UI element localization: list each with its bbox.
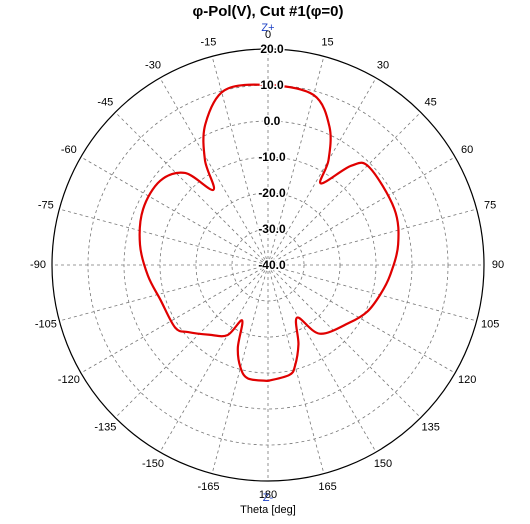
r-tick-label: -40.0	[258, 258, 286, 272]
grid-spoke	[80, 156, 269, 266]
angle-tick-label: 105	[481, 318, 499, 330]
angle-tick-label: -90	[30, 259, 46, 271]
bottom-label: Z-	[263, 492, 274, 504]
grid-spoke	[114, 111, 269, 266]
grid-spoke	[211, 56, 269, 266]
grid-spoke	[267, 264, 477, 322]
outer-circle	[51, 48, 485, 482]
angle-tick-label: 180	[259, 489, 277, 501]
grid-spoke	[59, 264, 269, 322]
angle-tick-label: -120	[58, 374, 80, 386]
angle-tick-label: 30	[377, 60, 389, 72]
pattern-line	[138, 83, 400, 383]
angle-tick-label: 0	[265, 29, 271, 41]
angle-tick-label: -60	[61, 144, 77, 156]
r-tick-label: -30.0	[258, 222, 286, 236]
angle-tick-label: 90	[492, 259, 504, 271]
angle-tick-label: 60	[461, 144, 473, 156]
angle-tick-label: -105	[35, 318, 57, 330]
grid-spoke	[159, 77, 269, 266]
grid-spoke	[59, 208, 269, 266]
grid-spoke	[267, 264, 422, 419]
grid-spoke	[114, 264, 269, 419]
angle-tick-label: 75	[484, 199, 496, 211]
top-label: Z+	[261, 22, 274, 34]
angle-tick-label: 135	[421, 422, 439, 434]
grid-spoke	[80, 264, 269, 374]
x-axis-label: Theta [deg]	[240, 504, 296, 516]
grid-spoke	[267, 264, 456, 374]
r-tick-label: 0.0	[264, 114, 281, 128]
r-tick-label: 20.0	[260, 42, 284, 56]
angle-tick-label: 45	[425, 96, 437, 108]
angle-tick-label: -45	[97, 96, 113, 108]
angle-tick-label: 165	[318, 481, 336, 493]
angle-tick-label: -30	[145, 60, 161, 72]
angle-tick-label: -150	[142, 458, 164, 470]
angle-tick-label: -165	[197, 481, 219, 493]
angle-tick-label: 150	[374, 458, 392, 470]
grid-spoke	[267, 264, 377, 453]
grid-spoke	[267, 156, 456, 266]
r-tick-label: -10.0	[258, 150, 286, 164]
grid-spoke	[267, 111, 422, 266]
angle-tick-label: 120	[458, 374, 476, 386]
grid-spoke	[267, 208, 477, 266]
grid-spoke	[159, 264, 269, 453]
angle-tick-label: -135	[94, 422, 116, 434]
grid-spoke	[267, 77, 377, 266]
chart-title: φ-Pol(V), Cut #1(φ=0)	[192, 3, 343, 20]
angle-tick-label: -15	[201, 37, 217, 49]
r-tick-label: 10.0	[260, 78, 284, 92]
grid-spoke	[267, 264, 325, 474]
grid-spoke	[267, 56, 325, 266]
r-tick-label: -20.0	[258, 186, 286, 200]
angle-tick-label: -75	[38, 199, 54, 211]
angle-tick-label: 15	[321, 37, 333, 49]
